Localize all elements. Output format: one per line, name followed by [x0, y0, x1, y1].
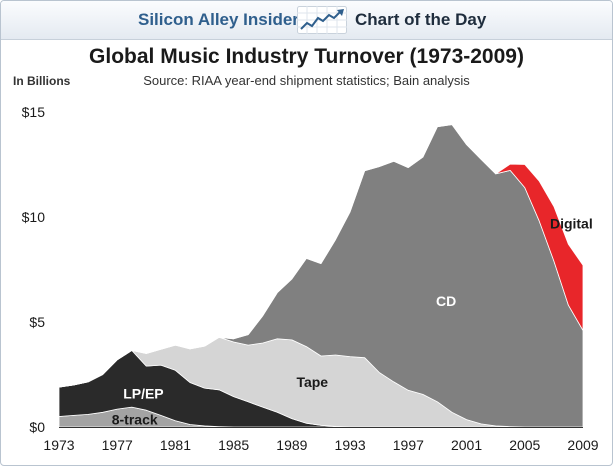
- y-axis-ticks: $0 $5 $10 $15: [22, 104, 46, 435]
- header-banner: Silicon Alley Insider Chart of the Day: [1, 1, 612, 40]
- chart-subtitle: Source: RIAA year-end shipment statistic…: [143, 73, 470, 88]
- x-tick-label: 1977: [102, 437, 133, 453]
- series-labels: 8-track LP/EP Tape CD Digital: [112, 215, 593, 427]
- y-axis-unit-label: In Billions: [13, 74, 71, 88]
- chart-of-the-day-label: Chart of the Day: [355, 10, 487, 29]
- series-label-digital: Digital: [550, 215, 593, 231]
- y-tick-label: $5: [29, 314, 45, 330]
- x-tick-label: 1997: [393, 437, 424, 453]
- x-tick-label: 1973: [43, 437, 74, 453]
- x-tick-label: 2009: [567, 437, 598, 453]
- y-tick-label: $15: [22, 104, 46, 120]
- x-tick-label: 2001: [451, 437, 482, 453]
- x-tick-label: 1981: [160, 437, 191, 453]
- rising-line-chart-icon: [297, 6, 347, 34]
- series-label-tape: Tape: [296, 374, 328, 390]
- y-tick-label: $10: [22, 209, 46, 225]
- brand-name: Silicon Alley Insider: [138, 10, 299, 29]
- area-digital: [58, 124, 584, 388]
- y-tick-label: $0: [29, 419, 45, 435]
- x-tick-label: 1985: [218, 437, 249, 453]
- chart-title: Global Music Industry Turnover (1973-200…: [89, 45, 524, 68]
- series-label-lp-ep: LP/EP: [123, 385, 163, 401]
- x-tick-label: 1989: [276, 437, 307, 453]
- x-tick-label: 1993: [335, 437, 366, 453]
- series-label-cd: CD: [436, 293, 456, 309]
- series-label-8-track: 8-track: [112, 412, 158, 428]
- x-axis-ticks: 1973 1977 1981 1985 1989 1993 1997 2001 2005 2009: [43, 437, 598, 453]
- series-areas: [58, 124, 584, 428]
- x-tick-label: 2005: [509, 437, 540, 453]
